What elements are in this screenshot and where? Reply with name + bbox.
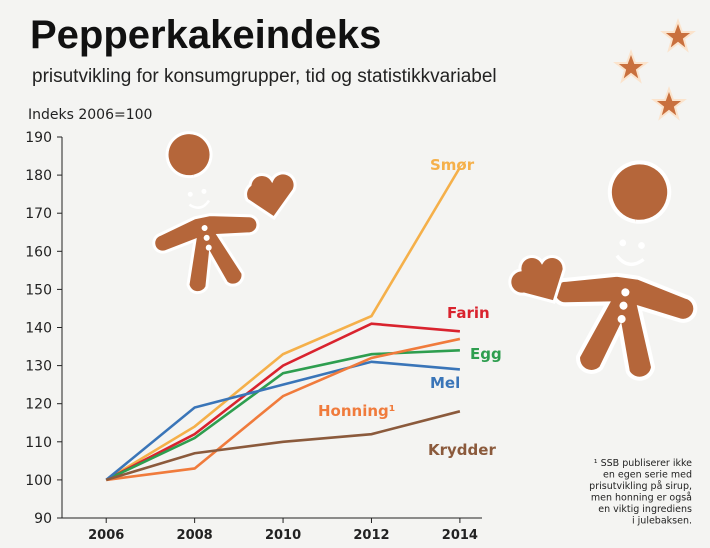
series-label: Smør xyxy=(430,156,475,174)
y-tick-label: 90 xyxy=(34,511,52,527)
y-tick-label: 140 xyxy=(25,321,52,337)
series-line xyxy=(105,360,461,481)
series-line xyxy=(105,410,461,482)
x-tick-label: 2006 xyxy=(88,528,124,543)
x-tick-label: 2008 xyxy=(177,528,213,543)
series-label: Krydder xyxy=(428,441,496,459)
footnote-line: ¹ SSB publiserer ikke xyxy=(594,458,692,469)
y-axis-label: Indeks 2006=100 xyxy=(28,107,152,123)
y-tick-label: 150 xyxy=(25,282,52,298)
y-tick-label: 130 xyxy=(25,359,52,375)
x-tick-label: 2012 xyxy=(353,528,389,543)
y-tick-label: 170 xyxy=(25,206,52,222)
series-label: Honning¹ xyxy=(318,402,395,420)
series-label: Mel xyxy=(430,374,460,392)
series-label: Egg xyxy=(470,345,502,363)
series-line xyxy=(105,349,460,482)
footnote-line: i julebaksen. xyxy=(632,516,692,527)
y-tick-label: 100 xyxy=(25,473,52,489)
x-tick-label: 2010 xyxy=(265,528,301,543)
footnote-line: en viktig ingrediens xyxy=(598,504,692,515)
series-line xyxy=(105,166,462,482)
footnote-line: men honning er også xyxy=(591,493,692,504)
footnote-line: en egen serie med xyxy=(603,470,692,481)
y-tick-label: 180 xyxy=(25,168,52,184)
chart-title: Pepperkakeindeks xyxy=(30,13,381,57)
decoration xyxy=(131,20,710,385)
footnote-line: prisutvikling på sirup, xyxy=(589,481,692,492)
series-label: Farin xyxy=(447,304,490,322)
y-tick-label: 190 xyxy=(25,130,52,146)
x-tick-label: 2014 xyxy=(442,528,478,543)
y-tick-label: 110 xyxy=(25,435,52,451)
y-tick-label: 160 xyxy=(25,244,52,260)
series-line xyxy=(105,322,461,482)
y-tick-label: 120 xyxy=(25,397,52,413)
chart-subtitle: prisutvikling for konsumgrupper, tid og … xyxy=(32,66,497,87)
series-line xyxy=(106,337,461,482)
